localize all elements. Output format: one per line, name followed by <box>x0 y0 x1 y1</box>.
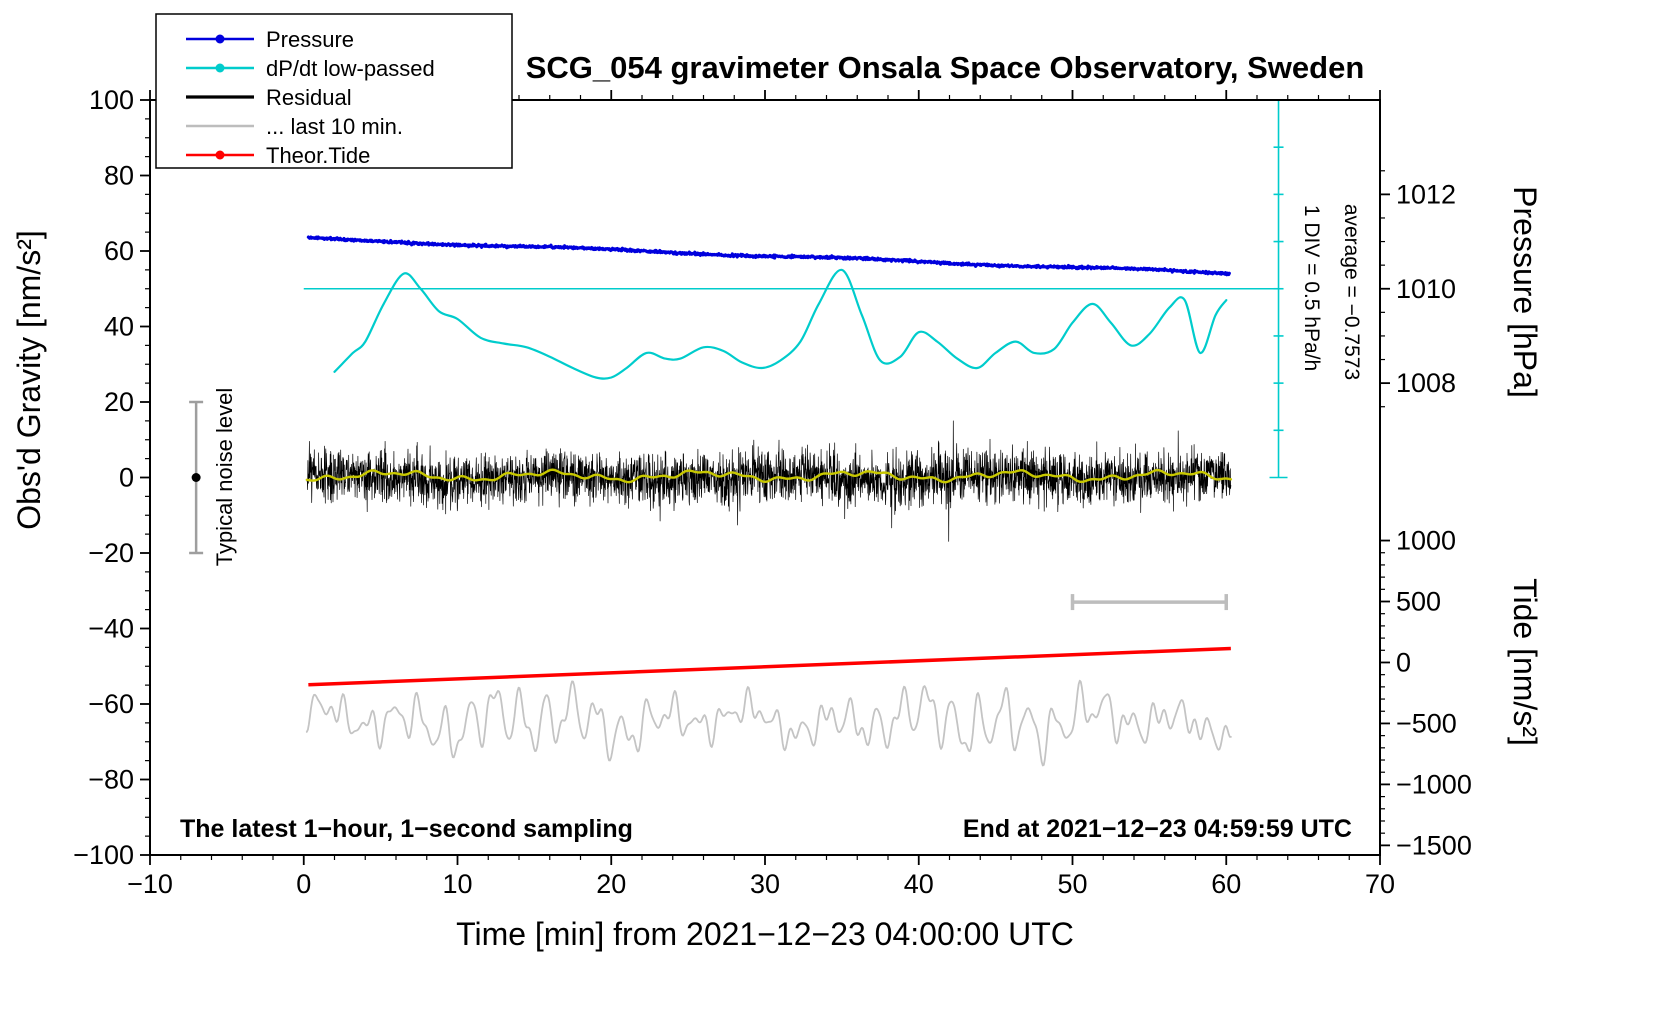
end-time-annotation: End at 2021−12−23 04:59:59 UTC <box>963 815 1352 843</box>
chart-layer: −10 0 10 20 30 40 50 60 70−100−80−60−40−20020406… <box>73 85 1472 899</box>
legend-item-theor-tide: Theor.Tide <box>186 143 370 168</box>
legend-dot-theor-tide <box>215 150 225 160</box>
sampling-annotation: The latest 1−hour, 1−second sampling <box>180 815 633 843</box>
legend-label-pressure: Pressure <box>266 27 354 52</box>
y-axis-title-tide: Tide [nm/s²] <box>1507 578 1543 746</box>
legend-label-residual: Residual <box>266 85 352 110</box>
pressure-tick-label: 1008 <box>1396 368 1456 398</box>
x-tick-label: 70 <box>1365 869 1395 899</box>
tide-tick-label: −500 <box>1396 708 1457 738</box>
tide-tick-label: 1000 <box>1396 526 1456 556</box>
x-tick-label: 40 <box>904 869 934 899</box>
y-tick-label: 100 <box>89 85 134 115</box>
x-tick-label: 60 <box>1211 869 1241 899</box>
legend-item-dp-dt-low-passed: dP/dt low-passed <box>186 56 435 81</box>
tide-tick-label: 500 <box>1396 587 1441 617</box>
x-tick-label: 10 <box>442 869 472 899</box>
x-tick-label: 20 <box>596 869 626 899</box>
x-axis-title: Time [min] from 2021−12−23 04:00:00 UTC <box>456 916 1074 952</box>
residual-lowpass-series <box>305 468 1233 484</box>
average-annotation: average = −0.7573 <box>1340 204 1363 380</box>
noise-level-label: Typical noise level <box>212 388 237 567</box>
x-tick-label: 0 <box>296 869 311 899</box>
pressure-tick-label: 1012 <box>1396 179 1456 209</box>
legend-label-dp-dt-low-passed: dP/dt low-passed <box>266 56 435 81</box>
dpdt-lowpassed-series <box>333 268 1228 380</box>
y-tick-label: −80 <box>88 765 134 795</box>
x-tick-label: 30 <box>750 869 780 899</box>
noise-level-dot <box>191 473 201 482</box>
y-tick-label: −100 <box>73 840 134 870</box>
y-tick-label: −60 <box>88 689 134 719</box>
y-axis-title-pressure: Pressure [hPa] <box>1507 186 1543 398</box>
legend-label-last-10-min: ... last 10 min. <box>266 114 403 139</box>
tide-tick-label: 0 <box>1396 647 1411 677</box>
tide-tick-label: −1000 <box>1396 769 1472 799</box>
y-tick-label: 40 <box>104 312 134 342</box>
legend-item-residual: Residual <box>186 85 352 110</box>
y-tick-label: 0 <box>119 463 134 493</box>
y-tick-label: −20 <box>88 538 134 568</box>
y-axis-title-gravity: Obs'd Gravity [nm/s²] <box>11 230 47 530</box>
y-tick-label: 60 <box>104 236 134 266</box>
theor-tide-series <box>308 646 1231 687</box>
chart-title: SCG_054 gravimeter Onsala Space Observat… <box>526 50 1365 85</box>
residual-series <box>306 420 1232 542</box>
legend-item-last-10-min: ... last 10 min. <box>186 114 403 139</box>
legend-label-theor-tide: Theor.Tide <box>266 143 370 168</box>
x-tick-label: −10 <box>127 869 173 899</box>
last-10-min-series <box>305 679 1232 767</box>
legend-dot-pressure <box>215 34 225 44</box>
legend: Pressure dP/dt low-passed Residual ... last… <box>155 13 513 169</box>
div-scale-annotation: 1 DIV = 0.5 hPa/h <box>1300 205 1323 371</box>
x-tick-label: 50 <box>1057 869 1087 899</box>
legend-item-pressure: Pressure <box>186 27 354 52</box>
pressure-tick-label: 1010 <box>1396 274 1456 304</box>
y-tick-label: 20 <box>104 387 134 417</box>
legend-dot-dp-dt-low-passed <box>215 63 225 73</box>
y-tick-label: 80 <box>104 161 134 191</box>
pressure-series <box>306 235 1231 277</box>
tide-tick-label: −1500 <box>1396 830 1472 860</box>
y-tick-label: −40 <box>88 614 134 644</box>
